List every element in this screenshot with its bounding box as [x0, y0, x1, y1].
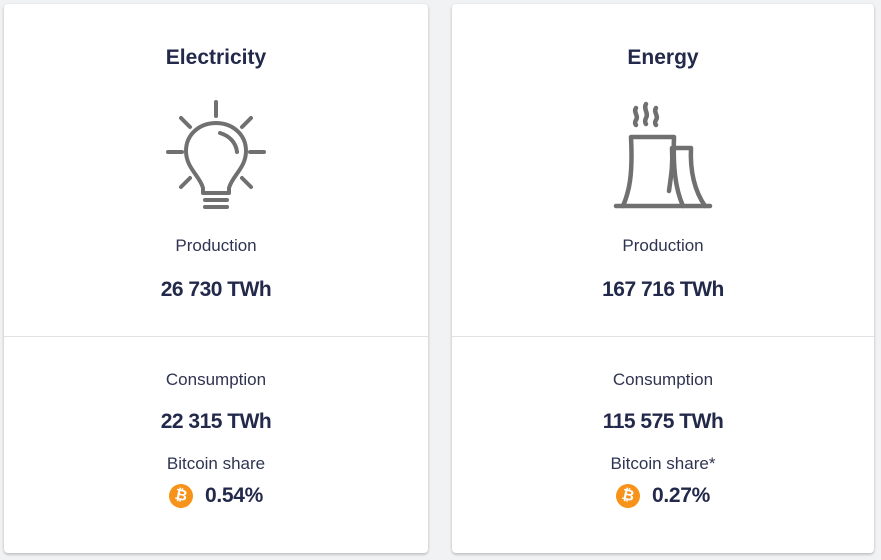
card-title: Electricity [165, 46, 267, 69]
electricity-consumption-section: Consumption 22 315 TWh Bitcoin share ₿ 0… [4, 337, 428, 553]
production-value: 26 730 TWh [160, 278, 272, 301]
card-title: Energy [627, 46, 699, 69]
bitcoin-share-row: ₿ 0.27% [452, 481, 874, 511]
bitcoin-share-value: 0.27% [651, 484, 711, 507]
production-label: Production [622, 236, 704, 255]
consumption-label: Consumption [612, 370, 714, 389]
bitcoin-share-value: 0.54% [204, 484, 264, 507]
bitcoin-share-label: Bitcoin share [166, 454, 266, 473]
bitcoin-share-label: Bitcoin share* [610, 454, 716, 473]
consumption-value: 22 315 TWh [160, 410, 272, 433]
lightbulb-icon [166, 100, 266, 209]
production-value: 167 716 TWh [602, 278, 724, 301]
energy-card: Energy Production 167 716 TWh Consumptio… [452, 4, 874, 553]
energy-production-section: Energy Production 167 716 TWh [452, 4, 874, 336]
consumption-label: Consumption [165, 370, 267, 389]
electricity-production-section: Electricity Production 26 730 TWh [4, 4, 428, 336]
bitcoin-icon: ₿ [613, 481, 643, 511]
bitcoin-share-row: ₿ 0.54% [4, 481, 428, 511]
power-plant-icon [613, 101, 713, 209]
divider [4, 336, 428, 337]
bitcoin-icon: ₿ [166, 481, 196, 511]
consumption-value: 115 575 TWh [602, 410, 724, 433]
divider [452, 336, 874, 337]
energy-consumption-section: Consumption 115 575 TWh Bitcoin share* ₿… [452, 337, 874, 553]
production-label: Production [175, 236, 257, 255]
electricity-card: Electricity Production 26 730 TWh Consum… [4, 4, 428, 553]
